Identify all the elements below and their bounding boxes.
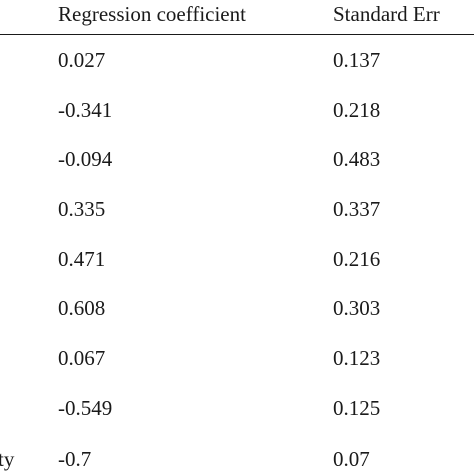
standard-error-cell: 0.337 bbox=[333, 197, 381, 221]
header-standard-error: Standard Err bbox=[333, 2, 440, 26]
coefficient-cell: -0.341 bbox=[58, 98, 113, 122]
coefficient-cell: -0.094 bbox=[58, 147, 113, 171]
table-row: 0.608 0.303 bbox=[0, 296, 474, 336]
coefficient-cell: 0.335 bbox=[58, 197, 106, 221]
header-regression-coefficient: Regression coefficient bbox=[58, 2, 246, 26]
standard-error-cell: 0.218 bbox=[333, 98, 381, 122]
standard-error-cell: 0.137 bbox=[333, 48, 381, 72]
standard-error-cell: 0.123 bbox=[333, 346, 381, 370]
table-row: -0.341 0.218 bbox=[0, 98, 474, 138]
standard-error-cell: 0.216 bbox=[333, 247, 381, 271]
table-row: -0.094 0.483 bbox=[0, 147, 474, 187]
table-row: ty -0.7 0.07 bbox=[0, 447, 474, 474]
standard-error-cell: 0.483 bbox=[333, 147, 381, 171]
standard-error-cell: 0.303 bbox=[333, 296, 381, 320]
standard-error-cell: 0.125 bbox=[333, 396, 381, 420]
coefficient-cell: 0.027 bbox=[58, 48, 106, 72]
coefficient-cell: 0.471 bbox=[58, 247, 106, 271]
coefficient-cell: -0.7 bbox=[58, 447, 92, 471]
table-row: 0.335 0.337 bbox=[0, 197, 474, 237]
table-row: 0.471 0.216 bbox=[0, 247, 474, 287]
table-row: 0.027 0.137 bbox=[0, 48, 474, 88]
row-label: ty bbox=[0, 447, 15, 471]
table-header-row: Regression coefficient Standard Err bbox=[0, 0, 474, 34]
coefficient-cell: 0.067 bbox=[58, 346, 106, 370]
coefficient-cell: -0.549 bbox=[58, 396, 113, 420]
coefficient-cell: 0.608 bbox=[58, 296, 106, 320]
table-row: 0.067 0.123 bbox=[0, 346, 474, 386]
header-rule bbox=[0, 34, 474, 35]
standard-error-cell: 0.07 bbox=[333, 447, 370, 471]
table-row: -0.549 0.125 bbox=[0, 396, 474, 436]
